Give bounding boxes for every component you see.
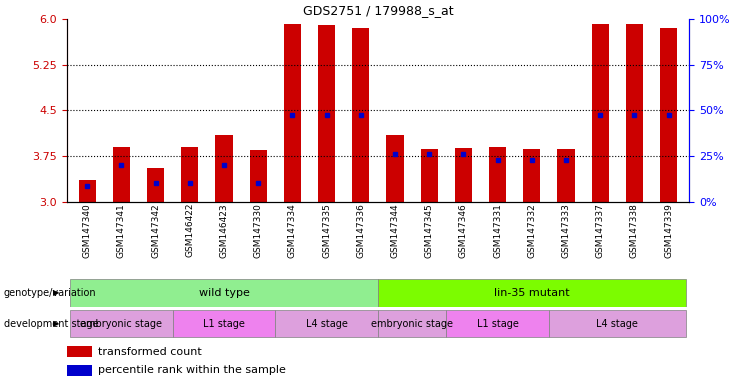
Bar — [318, 25, 335, 202]
Bar — [446, 310, 549, 338]
Bar — [70, 310, 173, 338]
Text: ▶: ▶ — [53, 288, 59, 297]
Bar — [626, 24, 643, 202]
Bar — [67, 365, 92, 376]
Text: ▶: ▶ — [53, 319, 59, 328]
Bar — [660, 28, 677, 202]
Bar — [489, 147, 506, 202]
Bar — [67, 346, 92, 357]
Text: lin-35 mutant: lin-35 mutant — [494, 288, 570, 298]
Bar — [523, 149, 540, 202]
Bar — [378, 310, 446, 338]
Bar — [250, 150, 267, 202]
Bar — [549, 310, 685, 338]
Text: wild type: wild type — [199, 288, 250, 298]
Text: percentile rank within the sample: percentile rank within the sample — [98, 365, 286, 375]
Bar — [378, 279, 685, 306]
Bar — [276, 310, 378, 338]
Text: transformed count: transformed count — [98, 347, 202, 357]
Bar — [79, 180, 96, 202]
Text: L4 stage: L4 stage — [306, 318, 348, 329]
Bar — [284, 24, 301, 202]
Bar — [455, 148, 472, 202]
Bar — [173, 310, 276, 338]
Text: L4 stage: L4 stage — [597, 318, 638, 329]
Text: L1 stage: L1 stage — [203, 318, 245, 329]
Bar — [113, 147, 130, 202]
Bar — [352, 28, 369, 202]
Bar — [182, 147, 199, 202]
Bar — [387, 135, 404, 202]
Text: L1 stage: L1 stage — [476, 318, 519, 329]
Text: embryonic stage: embryonic stage — [371, 318, 453, 329]
Bar — [147, 168, 165, 202]
Bar — [216, 135, 233, 202]
Text: development stage: development stage — [4, 318, 99, 329]
Bar — [70, 279, 378, 306]
Bar — [591, 24, 609, 202]
Title: GDS2751 / 179988_s_at: GDS2751 / 179988_s_at — [302, 3, 453, 17]
Text: genotype/variation: genotype/variation — [4, 288, 96, 298]
Bar — [557, 149, 574, 202]
Text: embryonic stage: embryonic stage — [81, 318, 162, 329]
Bar — [421, 149, 438, 202]
